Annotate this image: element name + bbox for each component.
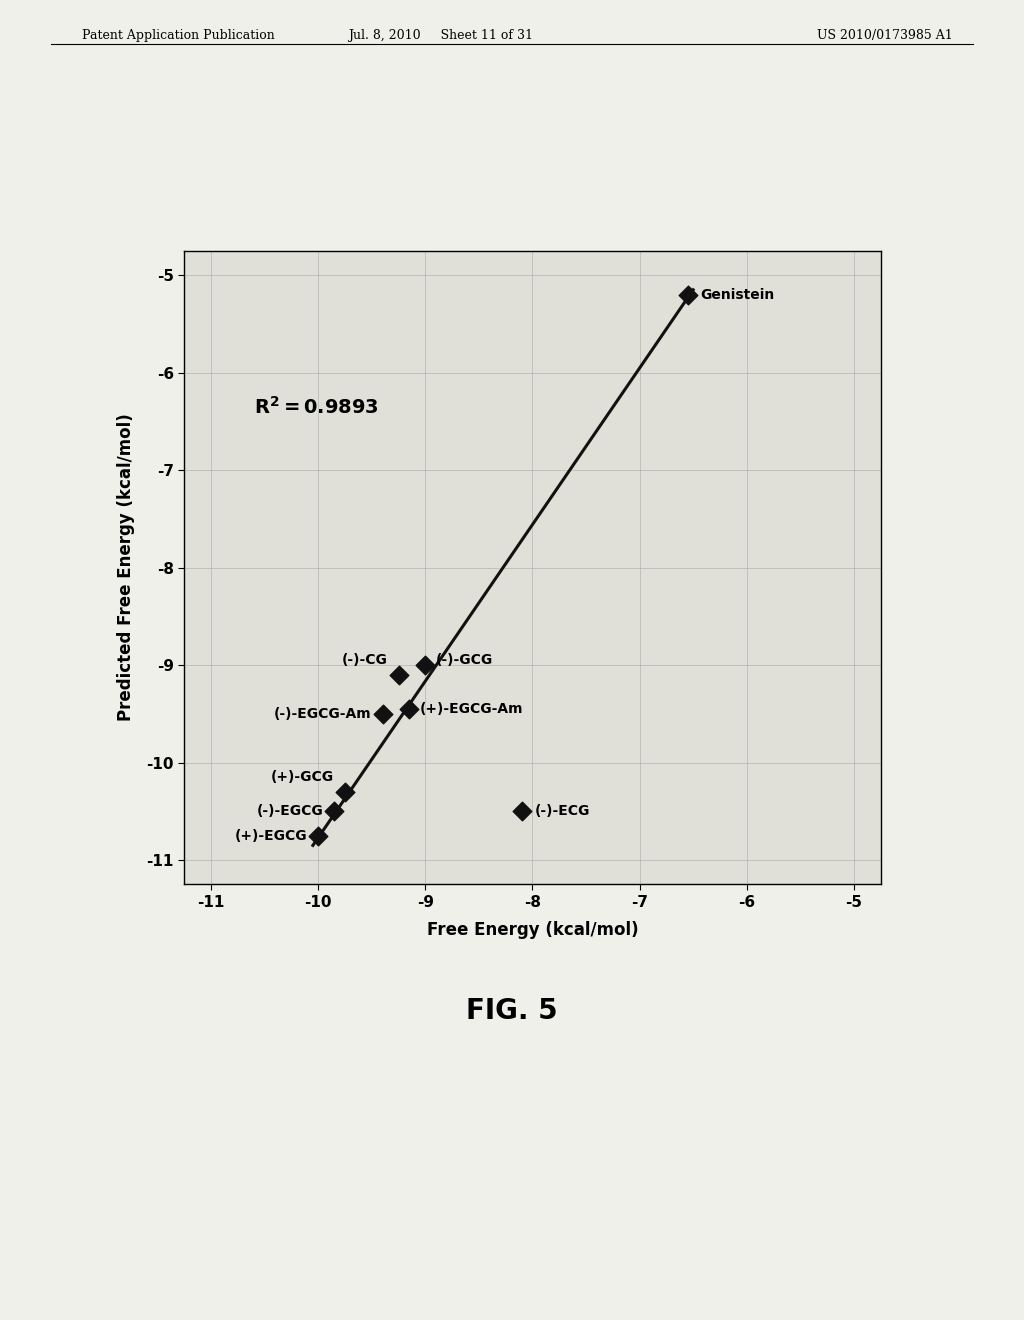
- Point: [375, 704, 391, 725]
- Point: [514, 801, 530, 822]
- Point: [326, 801, 342, 822]
- Point: [390, 664, 407, 685]
- Point: [310, 825, 327, 846]
- Text: $\mathbf{R^2 = 0.9893}$: $\mathbf{R^2 = 0.9893}$: [254, 396, 379, 417]
- Y-axis label: Predicted Free Energy (kcal/mol): Predicted Free Energy (kcal/mol): [118, 413, 135, 722]
- Text: US 2010/0173985 A1: US 2010/0173985 A1: [816, 29, 952, 42]
- Text: Patent Application Publication: Patent Application Publication: [82, 29, 274, 42]
- Text: Genistein: Genistein: [700, 288, 775, 302]
- Text: (-)-EGCG: (-)-EGCG: [257, 804, 324, 818]
- Text: (-)-GCG: (-)-GCG: [436, 653, 494, 667]
- Text: (+)-EGCG: (+)-EGCG: [234, 829, 307, 842]
- Text: (+)-EGCG-Am: (+)-EGCG-Am: [420, 702, 523, 715]
- X-axis label: Free Energy (kcal/mol): Free Energy (kcal/mol): [427, 921, 638, 939]
- Point: [680, 284, 696, 305]
- Text: FIG. 5: FIG. 5: [466, 997, 558, 1024]
- Point: [337, 781, 353, 803]
- Text: (-)-EGCG-Am: (-)-EGCG-Am: [274, 706, 372, 721]
- Text: (+)-GCG: (+)-GCG: [271, 770, 334, 784]
- Text: (-)-ECG: (-)-ECG: [535, 804, 590, 818]
- Text: (-)-CG: (-)-CG: [342, 653, 388, 667]
- Text: Jul. 8, 2010     Sheet 11 of 31: Jul. 8, 2010 Sheet 11 of 31: [348, 29, 532, 42]
- Point: [401, 698, 418, 719]
- Point: [417, 655, 433, 676]
